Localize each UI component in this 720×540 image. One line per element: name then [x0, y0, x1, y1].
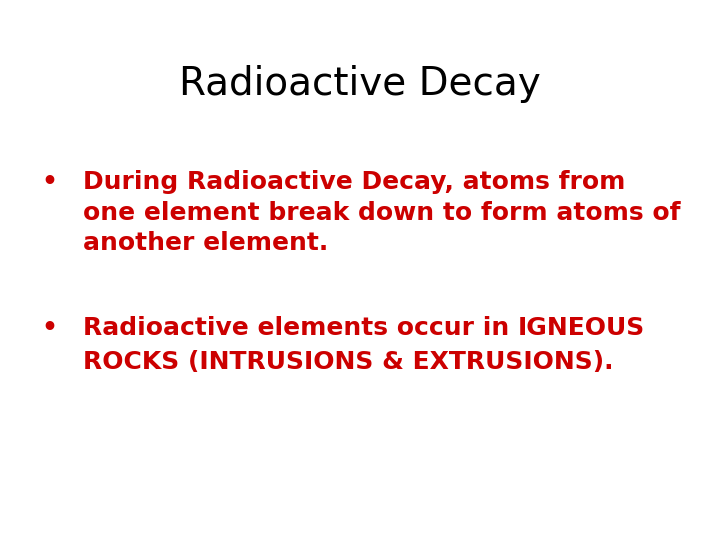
Text: IGNEOUS: IGNEOUS	[518, 316, 645, 340]
Text: •: •	[41, 316, 57, 340]
Text: Radioactive elements occur in: Radioactive elements occur in	[83, 316, 518, 340]
Text: Radioactive Decay: Radioactive Decay	[179, 65, 541, 103]
Text: •: •	[41, 170, 57, 194]
Text: During Radioactive Decay, atoms from
one element break down to form atoms of
ano: During Radioactive Decay, atoms from one…	[83, 170, 680, 255]
Text: ROCKS (INTRUSIONS & EXTRUSIONS).: ROCKS (INTRUSIONS & EXTRUSIONS).	[83, 350, 613, 374]
